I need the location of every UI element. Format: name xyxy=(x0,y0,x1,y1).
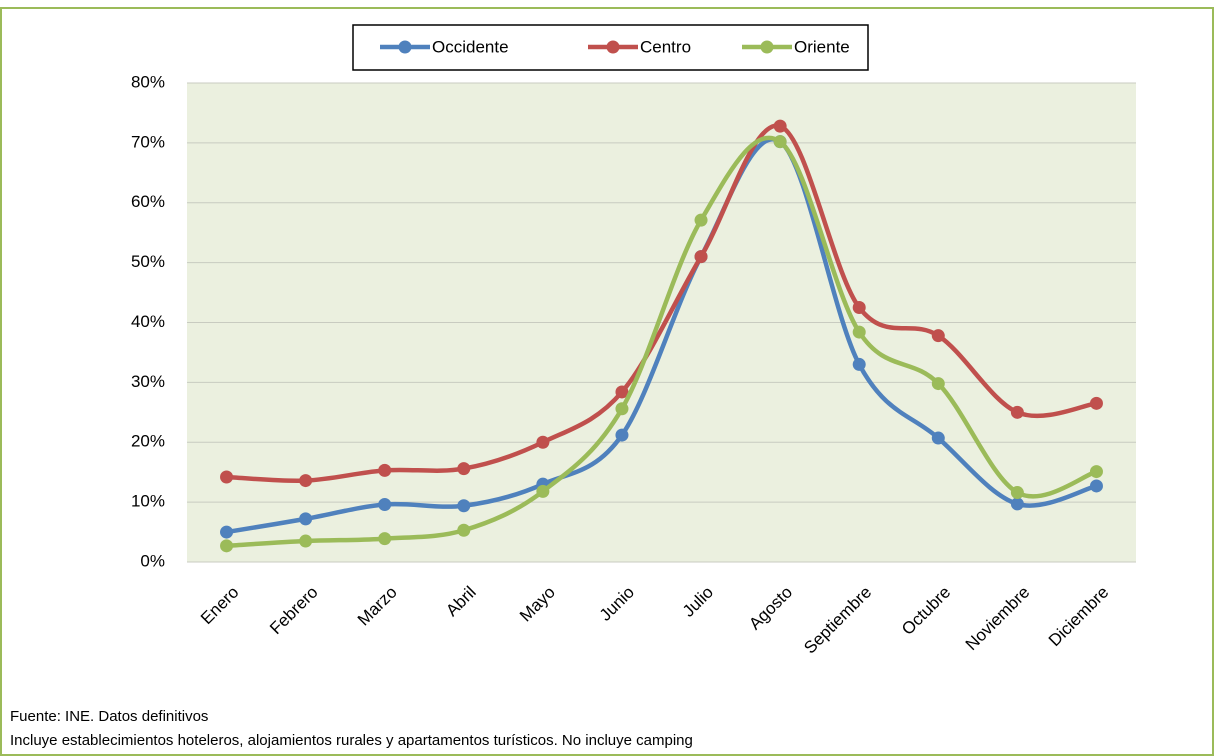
data-point xyxy=(694,250,708,264)
data-point xyxy=(1010,497,1024,511)
data-point xyxy=(536,484,550,498)
data-point xyxy=(1089,396,1103,410)
y-tick-label: 50% xyxy=(131,252,165,271)
data-point xyxy=(299,474,313,488)
data-point xyxy=(1010,405,1024,419)
y-tick-label: 60% xyxy=(131,192,165,211)
data-point xyxy=(378,498,392,512)
series-line xyxy=(226,135,1098,549)
data-point xyxy=(536,435,550,449)
y-tick-label: 40% xyxy=(131,312,165,331)
y-tick-label: 0% xyxy=(140,551,165,570)
source-note: Fuente: INE. Datos definitivos xyxy=(10,708,208,725)
data-point xyxy=(852,357,866,371)
data-point xyxy=(615,402,629,416)
legend-marker xyxy=(760,40,774,54)
data-point xyxy=(220,539,234,553)
data-point xyxy=(773,119,787,133)
data-point xyxy=(220,470,234,484)
data-point xyxy=(378,463,392,477)
data-point xyxy=(852,301,866,315)
data-point xyxy=(457,499,471,513)
data-point xyxy=(457,462,471,476)
legend-marker xyxy=(398,40,412,54)
y-tick-label: 30% xyxy=(131,372,165,391)
y-tick-label: 70% xyxy=(131,132,165,151)
data-point xyxy=(615,428,629,442)
data-point xyxy=(1089,479,1103,493)
data-point xyxy=(615,385,629,399)
data-point xyxy=(1089,465,1103,479)
y-tick-label: 80% xyxy=(131,72,165,91)
legend-marker xyxy=(606,40,620,54)
legend-label: Occidente xyxy=(432,37,509,56)
data-point xyxy=(931,377,945,391)
data-point xyxy=(852,325,866,339)
y-tick-label: 10% xyxy=(131,492,165,511)
y-tick-label: 20% xyxy=(131,432,165,451)
data-point xyxy=(931,329,945,343)
legend-label: Centro xyxy=(640,37,691,56)
footnote: Incluye establecimientos hoteleros, aloj… xyxy=(10,732,693,749)
data-point xyxy=(299,512,313,526)
data-point xyxy=(299,534,313,548)
data-point xyxy=(457,523,471,537)
data-point xyxy=(931,431,945,445)
data-point xyxy=(220,525,234,539)
data-point xyxy=(773,135,787,149)
data-point xyxy=(1010,486,1024,500)
legend-label: Oriente xyxy=(794,37,850,56)
data-point xyxy=(378,532,392,546)
data-point xyxy=(694,213,708,227)
